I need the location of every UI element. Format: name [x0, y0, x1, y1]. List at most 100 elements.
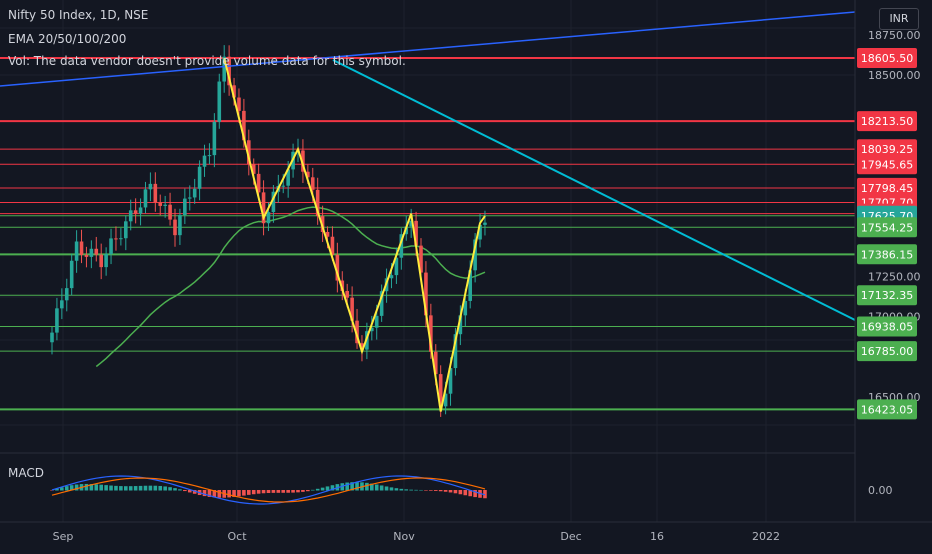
candle-body — [345, 290, 349, 298]
candle — [340, 271, 345, 301]
candle-body — [227, 56, 231, 86]
macd-histogram-bar — [109, 485, 113, 491]
macd-histogram-bar — [374, 484, 379, 491]
candle-body — [315, 189, 320, 217]
macd-histogram-bar — [212, 490, 217, 498]
candle-body — [50, 332, 54, 343]
candle-body — [281, 185, 286, 187]
candle — [197, 160, 202, 201]
price-label: 17386.15 — [857, 244, 917, 265]
price-label-box — [857, 48, 917, 68]
macd-histogram-bar — [458, 490, 463, 495]
macd-histogram-bar — [463, 490, 468, 496]
symbol-legend[interactable]: Nifty 50 Index, 1D, NSE — [8, 8, 149, 22]
macd-histogram-bar — [438, 490, 443, 492]
candle-body — [256, 173, 261, 193]
candle-body — [483, 222, 487, 225]
candle-body — [340, 280, 345, 291]
candle-body — [438, 374, 443, 407]
candle — [50, 326, 54, 355]
candle — [104, 247, 108, 276]
macd-histogram-bar — [320, 487, 325, 491]
macd-histogram-bar — [227, 490, 231, 498]
macd-histogram-bar — [419, 489, 423, 491]
price-tick-label: 17250.00 — [868, 270, 921, 283]
candle-body — [458, 315, 463, 335]
candle-body — [143, 189, 148, 208]
candle-body — [301, 150, 305, 172]
price-label-text: 16785.00 — [861, 345, 914, 358]
macd-histogram-bar — [217, 490, 222, 498]
macd-histogram-bar — [345, 482, 349, 491]
price-label-box — [857, 244, 917, 265]
candle — [74, 230, 79, 273]
price-labels: 18605.50 18213.50 18039.25 17945.65 17798.45… — [857, 48, 917, 420]
price-label-box — [857, 154, 917, 175]
candle — [128, 199, 133, 231]
candle-body — [306, 171, 310, 178]
macd-histogram-bar — [473, 490, 477, 498]
candle-body — [360, 343, 364, 350]
candle-body — [414, 220, 418, 246]
candle — [247, 129, 251, 176]
candle-body — [148, 183, 153, 190]
macd-histogram-bar — [158, 485, 163, 491]
macd-histogram-bar — [64, 486, 69, 491]
candle-body — [79, 241, 84, 255]
price-label-box — [857, 217, 917, 238]
macd-histogram-bar — [429, 490, 433, 491]
candle-body — [64, 288, 69, 301]
price-label-text: 17945.65 — [861, 158, 914, 171]
candle-body — [429, 315, 433, 352]
candle — [453, 327, 458, 376]
macd-histogram-bar — [281, 490, 286, 493]
macd-histogram-bar — [99, 484, 103, 491]
horizontal-levels — [0, 57, 855, 411]
macd-histogram-bar — [183, 490, 187, 492]
candle — [261, 180, 266, 236]
candle — [124, 215, 128, 251]
candle-body — [60, 300, 64, 309]
macd-histogram-bar — [424, 490, 428, 491]
candle-body — [197, 166, 202, 189]
zigzag-pattern — [223, 57, 486, 412]
macd-histogram-bar — [251, 490, 256, 495]
candle-body — [443, 393, 448, 407]
candle — [99, 243, 103, 280]
macd-histogram-bar — [74, 484, 79, 491]
ema-legend[interactable]: EMA 20/50/100/200 — [8, 32, 127, 46]
candle — [478, 213, 482, 248]
candle-body — [89, 248, 94, 257]
candle-body — [330, 236, 335, 255]
macd-histogram-bar — [50, 490, 54, 491]
candle-body — [55, 308, 59, 333]
macd-histogram-bar — [173, 488, 177, 491]
candle-body — [424, 272, 428, 316]
down-trend-line — [332, 59, 856, 321]
price-label-text: 18039.25 — [861, 143, 914, 156]
candle — [458, 305, 463, 346]
candle — [133, 198, 138, 224]
candle-body — [104, 253, 108, 268]
macd-histogram-bar — [271, 490, 276, 493]
macd-histogram-bar — [143, 485, 148, 491]
candle-body — [69, 260, 74, 289]
macd-legend[interactable]: MACD — [8, 466, 44, 480]
macd-histogram-bar — [128, 486, 133, 491]
price-tick-label: 18500.00 — [868, 69, 921, 82]
macd-histogram-bar — [404, 489, 409, 491]
candle — [168, 192, 172, 226]
candle — [207, 143, 212, 165]
macd-histogram-bar — [242, 490, 246, 496]
candle — [192, 178, 197, 204]
currency-button[interactable]: INR — [879, 8, 919, 30]
candle — [158, 194, 163, 216]
candle-body — [212, 121, 217, 156]
candle-body — [114, 238, 118, 240]
candle — [399, 228, 404, 270]
candle-body — [99, 254, 103, 268]
macd-signal-line — [51, 477, 486, 503]
candle-body — [178, 215, 182, 236]
candle — [350, 286, 354, 333]
